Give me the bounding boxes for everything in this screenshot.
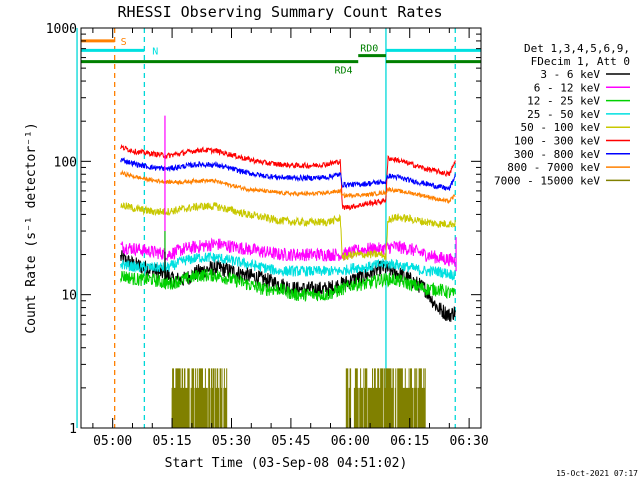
x-tick-label: 06:00	[331, 434, 370, 449]
x-axis-label: Start Time (03-Sep-08 04:51:02)	[165, 456, 408, 471]
flag-label: RD4	[334, 66, 352, 77]
legend-entry: 3 - 6 keV	[540, 68, 600, 81]
series-line	[120, 237, 456, 267]
flag-label: S	[121, 37, 127, 48]
legend-entry: 25 - 50 keV	[527, 108, 600, 121]
y-tick-label: 1000	[46, 22, 77, 37]
legend-entry: 50 - 100 keV	[521, 121, 601, 134]
legend-entry: 100 - 300 keV	[514, 135, 600, 148]
legend-entry: 7000 - 15000 keV	[494, 174, 600, 187]
x-tick-label: 05:15	[153, 434, 192, 449]
footer-timestamp: 15-Oct-2021 07:17	[556, 469, 638, 478]
series-line	[120, 143, 456, 211]
legend-entry: 6 - 12 keV	[534, 81, 601, 94]
chart-title: RHESSI Observing Summary Count Rates	[117, 3, 442, 21]
y-axis-label: Count Rate (s⁻¹ detector⁻¹)	[24, 122, 39, 333]
burst-bars	[171, 368, 228, 428]
flag-label: RD0	[360, 44, 378, 55]
legend-entry: 300 - 800 keV	[514, 148, 600, 161]
flag-label: N	[152, 46, 158, 57]
burst-bars	[345, 368, 426, 428]
x-tick-label: 06:15	[390, 434, 429, 449]
y-tick-label: 10	[61, 289, 77, 304]
x-tick-label: 05:45	[271, 434, 310, 449]
legend-entry: 800 - 7000 keV	[507, 161, 600, 174]
x-tick-label: 05:30	[212, 434, 251, 449]
y-tick-label: 100	[54, 155, 77, 170]
plot-frame	[80, 27, 482, 429]
y-tick-label: 1	[69, 422, 77, 437]
series-line	[120, 169, 456, 205]
x-tick-label: 06:30	[450, 434, 489, 449]
series-line	[120, 202, 456, 261]
legend-header: FDecim 1, Att 0	[531, 55, 630, 68]
legend-header: Det 1,3,4,5,6,9,	[524, 42, 630, 55]
series-line	[120, 251, 456, 281]
series-line	[120, 268, 456, 302]
legend-entry: 12 - 25 keV	[527, 95, 600, 108]
series-line	[120, 157, 456, 191]
x-tick-label: 05:00	[93, 434, 132, 449]
